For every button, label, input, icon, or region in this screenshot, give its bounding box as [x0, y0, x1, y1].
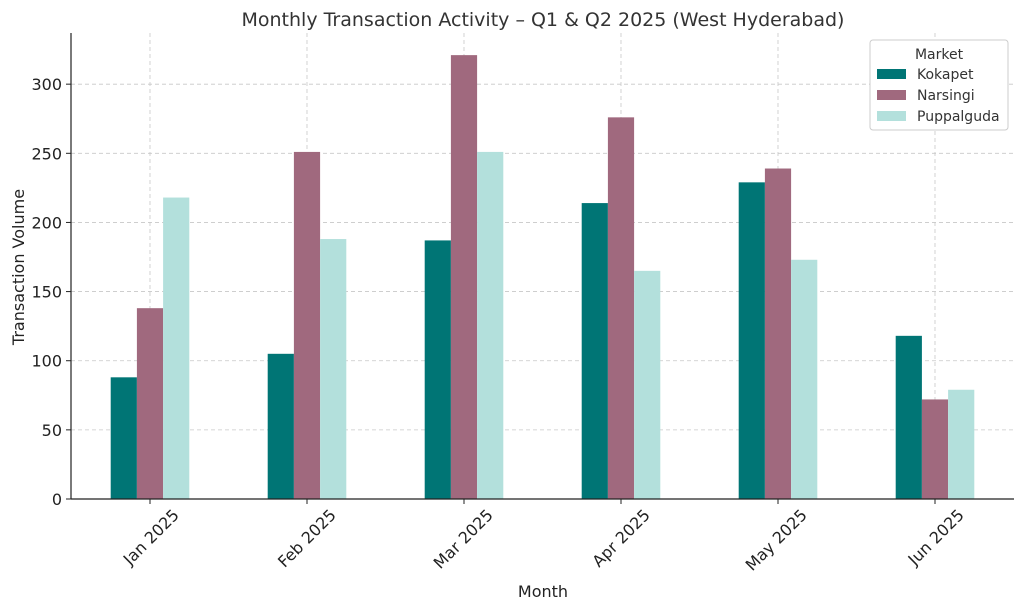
legend-swatch-narsingi — [877, 90, 906, 100]
bar-narsingi-5 — [764, 168, 792, 499]
bar-narsingi-4 — [607, 117, 635, 499]
bar-puppalguda-2 — [320, 239, 347, 499]
bar-puppalguda-5 — [791, 259, 818, 499]
bar-narsingi-3 — [450, 55, 478, 499]
x-tick-label: May 2025 — [742, 505, 811, 574]
y-tick-label: 100 — [31, 352, 62, 371]
bar-puppalguda-6 — [948, 389, 975, 499]
bar-narsingi-2 — [293, 151, 321, 500]
legend-label-puppalguda: Puppalguda — [917, 109, 1000, 125]
bar-narsingi-6 — [921, 399, 949, 499]
y-axis-label: Transaction Volume — [9, 189, 28, 346]
legend-label-narsingi: Narsingi — [917, 88, 975, 104]
y-tick-label: 250 — [31, 144, 62, 163]
x-tick-label: Jan 2025 — [119, 505, 183, 569]
legend-label-kokapet: Kokapet — [917, 67, 974, 83]
legend-swatch-kokapet — [877, 69, 906, 79]
bar-puppalguda-1 — [163, 197, 190, 499]
bar-narsingi-1 — [136, 308, 164, 499]
chart-title: Monthly Transaction Activity – Q1 & Q2 2… — [242, 9, 845, 31]
bar-kokapet-3 — [424, 240, 451, 499]
y-axis-ticks: 0 50 100 150 200 250 300 — [31, 75, 71, 509]
y-tick-label: 0 — [52, 490, 62, 509]
y-tick-label: 200 — [31, 213, 62, 232]
x-axis-label: Month — [518, 582, 568, 601]
bar-kokapet-2 — [267, 353, 294, 499]
legend-title: Market — [915, 47, 964, 63]
x-tick-label: Apr 2025 — [588, 505, 653, 570]
legend: Market Kokapet Narsingi Puppalguda — [869, 39, 1009, 131]
bars — [110, 55, 975, 500]
x-axis-ticks: Jan 2025 Feb 2025 Mar 2025 Apr 2025 May 2025… — [119, 499, 968, 575]
y-tick-label: 150 — [31, 283, 62, 302]
legend-swatch-puppalguda — [877, 111, 906, 121]
bar-kokapet-5 — [738, 182, 765, 499]
bar-kokapet-4 — [581, 203, 608, 500]
bar-puppalguda-4 — [634, 270, 661, 499]
x-tick-label: Jun 2025 — [904, 505, 968, 569]
axes — [70, 33, 1014, 500]
y-tick-label: 50 — [42, 421, 62, 440]
x-tick-label: Mar 2025 — [430, 505, 497, 572]
bar-puppalguda-3 — [477, 151, 504, 500]
bar-kokapet-1 — [110, 377, 137, 499]
legend-frame — [869, 39, 1009, 131]
x-tick-label: Feb 2025 — [274, 505, 340, 571]
y-tick-label: 300 — [31, 75, 62, 94]
bar-kokapet-6 — [895, 335, 922, 499]
